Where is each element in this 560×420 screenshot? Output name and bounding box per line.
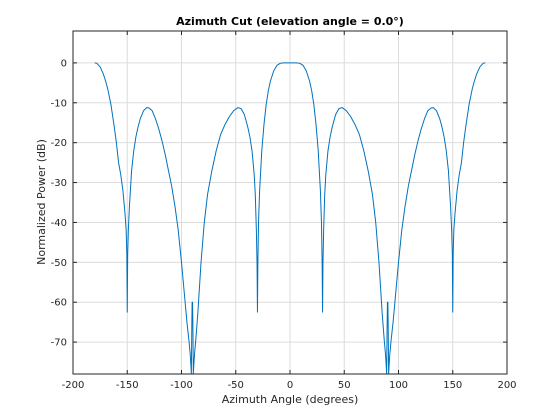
y-axis-label: Normalized Power (dB) [35,139,48,265]
x-tick-label: -150 [116,380,139,391]
x-tick-label: 150 [443,380,462,391]
axis-ticks: -200 -150 -100 -50 0 50 100 150 200-70-60-50-40-… [51,31,517,391]
y-tick-label: -20 [51,138,67,149]
x-tick-label: 0 [287,380,293,391]
y-tick-label: -60 [51,298,67,309]
y-tick-label: -10 [51,98,67,109]
x-tick-label: 100 [389,380,408,391]
x-tick-label: -200 [62,380,85,391]
grid-lines [72,31,508,374]
series-layer [94,62,486,374]
chart-title: Azimuth Cut (elevation angle = 0.0°) [176,15,404,28]
y-tick-label: -40 [51,218,67,229]
y-tick-label: -30 [51,178,67,189]
y-tick-label: 0 [61,58,67,69]
y-tick-label: -70 [51,338,67,349]
series-line-0 [94,62,486,374]
x-tick-label: 200 [497,380,516,391]
y-tick-label: -50 [51,258,67,269]
x-tick-label: -100 [170,380,193,391]
x-tick-label: 50 [338,380,351,391]
x-tick-label: -50 [228,380,244,391]
x-axis-label: Azimuth Angle (degrees) [222,393,359,406]
